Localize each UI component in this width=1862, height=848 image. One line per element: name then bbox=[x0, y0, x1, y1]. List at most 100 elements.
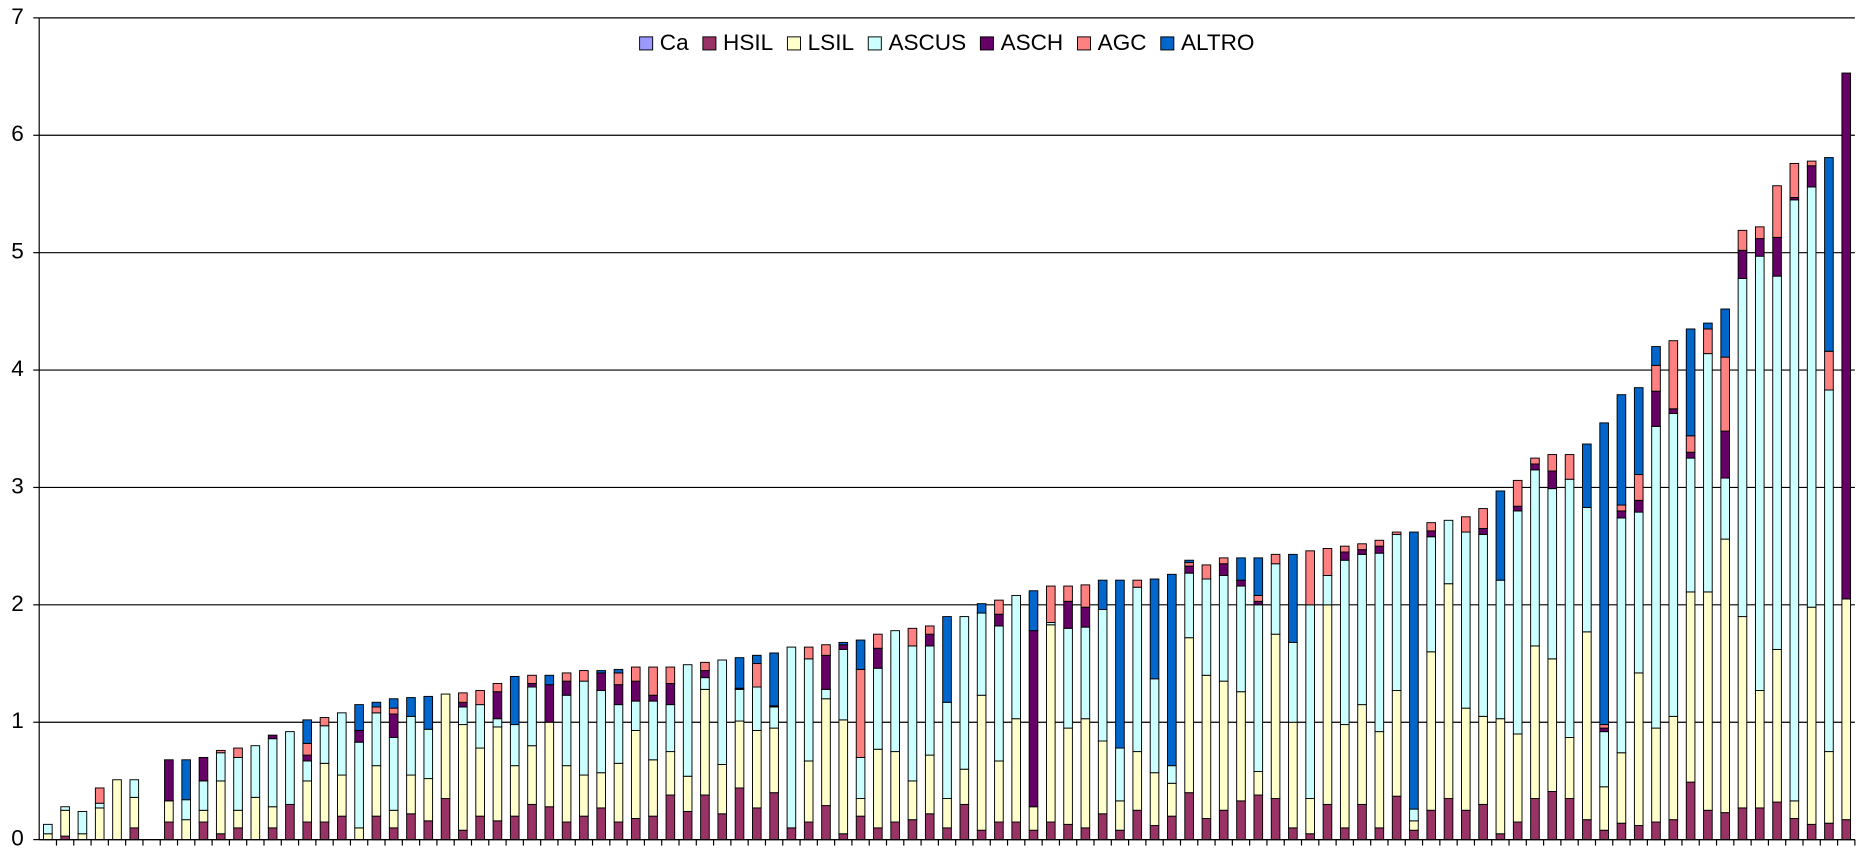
bar-segment bbox=[267, 827, 278, 841]
bar-segment bbox=[285, 731, 295, 805]
bar-segment bbox=[129, 796, 140, 829]
bar-segment bbox=[1651, 727, 1661, 823]
bar-segment bbox=[544, 684, 555, 723]
bar-segment bbox=[1322, 548, 1333, 576]
bar-segment bbox=[1426, 536, 1437, 653]
bar-segment bbox=[94, 787, 105, 804]
bar-segment bbox=[907, 645, 918, 782]
bar-segment bbox=[423, 728, 434, 780]
bar-segment bbox=[1357, 543, 1367, 551]
bar-segment bbox=[1651, 346, 1661, 366]
bar-segment bbox=[1512, 510, 1523, 735]
bar-segment bbox=[1305, 550, 1315, 606]
bar-segment bbox=[561, 821, 572, 841]
bar-segment bbox=[406, 715, 416, 776]
bar-segment bbox=[1754, 255, 1765, 692]
y-tick-label: 4 bbox=[11, 356, 24, 381]
bar-segment bbox=[1045, 821, 1056, 841]
bar-segment bbox=[838, 648, 849, 721]
bar-segment bbox=[492, 718, 503, 728]
bar-segment bbox=[1391, 531, 1402, 535]
bar-segment bbox=[1668, 413, 1679, 717]
bar-segment bbox=[700, 794, 710, 841]
bar-segment bbox=[1339, 724, 1350, 829]
bar-segment bbox=[1357, 549, 1367, 555]
bar-segment bbox=[1616, 752, 1627, 824]
bar-segment bbox=[1167, 573, 1177, 767]
bar-segment bbox=[233, 809, 243, 829]
bar-segment bbox=[630, 818, 641, 841]
bar-segment bbox=[942, 616, 952, 703]
bar-segment bbox=[1478, 715, 1488, 805]
bar-segment bbox=[1737, 278, 1748, 618]
bar-segment bbox=[371, 712, 382, 767]
bar-segment bbox=[803, 658, 814, 762]
bar-segment bbox=[1045, 624, 1056, 823]
bar-segment bbox=[1806, 160, 1817, 167]
bar-segment bbox=[924, 645, 935, 756]
bar-segment bbox=[1478, 533, 1488, 717]
bar-segment bbox=[803, 821, 814, 841]
bar-segment bbox=[1512, 733, 1523, 823]
bar-segment bbox=[129, 779, 140, 798]
legend-label: ALTRO bbox=[1181, 30, 1255, 55]
bar-segment bbox=[648, 700, 658, 761]
bar-segment bbox=[94, 802, 105, 809]
bar-segment bbox=[267, 734, 278, 740]
bar-segment bbox=[43, 833, 53, 841]
bar-segment bbox=[1167, 782, 1177, 817]
bar-segment bbox=[527, 683, 537, 688]
legend-label: ASCUS bbox=[888, 30, 966, 55]
bar-segment bbox=[1633, 474, 1644, 501]
bar-segment bbox=[527, 686, 537, 747]
bar-segment bbox=[855, 798, 866, 817]
bar-segment bbox=[1789, 818, 1800, 841]
bar-segment bbox=[1599, 727, 1609, 733]
bar-segment bbox=[198, 780, 209, 811]
bar-segment bbox=[994, 821, 1004, 841]
bar-segment bbox=[319, 725, 330, 764]
bar-segment bbox=[1132, 751, 1143, 811]
bar-segment bbox=[60, 809, 70, 837]
bar-segment bbox=[1409, 820, 1419, 831]
bar-segment bbox=[717, 764, 728, 815]
bar-segment bbox=[1374, 545, 1385, 554]
bar-segment bbox=[630, 680, 641, 702]
bar-segment bbox=[665, 704, 676, 753]
bar-segment bbox=[873, 647, 883, 669]
bar-segment bbox=[164, 821, 174, 841]
bar-segment bbox=[959, 803, 970, 841]
bar-segment bbox=[43, 823, 53, 835]
bar-segment bbox=[1772, 236, 1782, 277]
bar-segment bbox=[60, 806, 70, 811]
bar-segment bbox=[458, 829, 468, 841]
bar-segment bbox=[1495, 718, 1506, 835]
bar-segment bbox=[873, 748, 883, 829]
bar-segment bbox=[890, 821, 900, 841]
bar-segment bbox=[1495, 833, 1506, 841]
bar-segment bbox=[302, 719, 313, 744]
bar-segment bbox=[1806, 823, 1817, 841]
bar-segment bbox=[1754, 238, 1765, 257]
bar-segment bbox=[1651, 390, 1661, 427]
bar-segment bbox=[1270, 633, 1281, 800]
bar-segment bbox=[873, 667, 883, 750]
bar-segment bbox=[838, 833, 849, 841]
bar-segment bbox=[1789, 800, 1800, 819]
bar-segment bbox=[665, 794, 676, 841]
bar-segment bbox=[1028, 630, 1039, 808]
bar-segment bbox=[803, 760, 814, 823]
bar-segment bbox=[302, 754, 313, 762]
legend-swatch bbox=[702, 36, 717, 51]
bar-segment bbox=[1253, 594, 1264, 602]
y-tick-label: 6 bbox=[11, 121, 24, 146]
bar-segment bbox=[1063, 823, 1073, 841]
bar-segment bbox=[855, 815, 866, 841]
bar-segment bbox=[976, 829, 987, 841]
bar-segment bbox=[1478, 508, 1488, 530]
bar-segment bbox=[388, 707, 399, 715]
bar-segment bbox=[250, 796, 261, 841]
bar-segment bbox=[1720, 477, 1730, 540]
bar-segment bbox=[233, 756, 243, 811]
